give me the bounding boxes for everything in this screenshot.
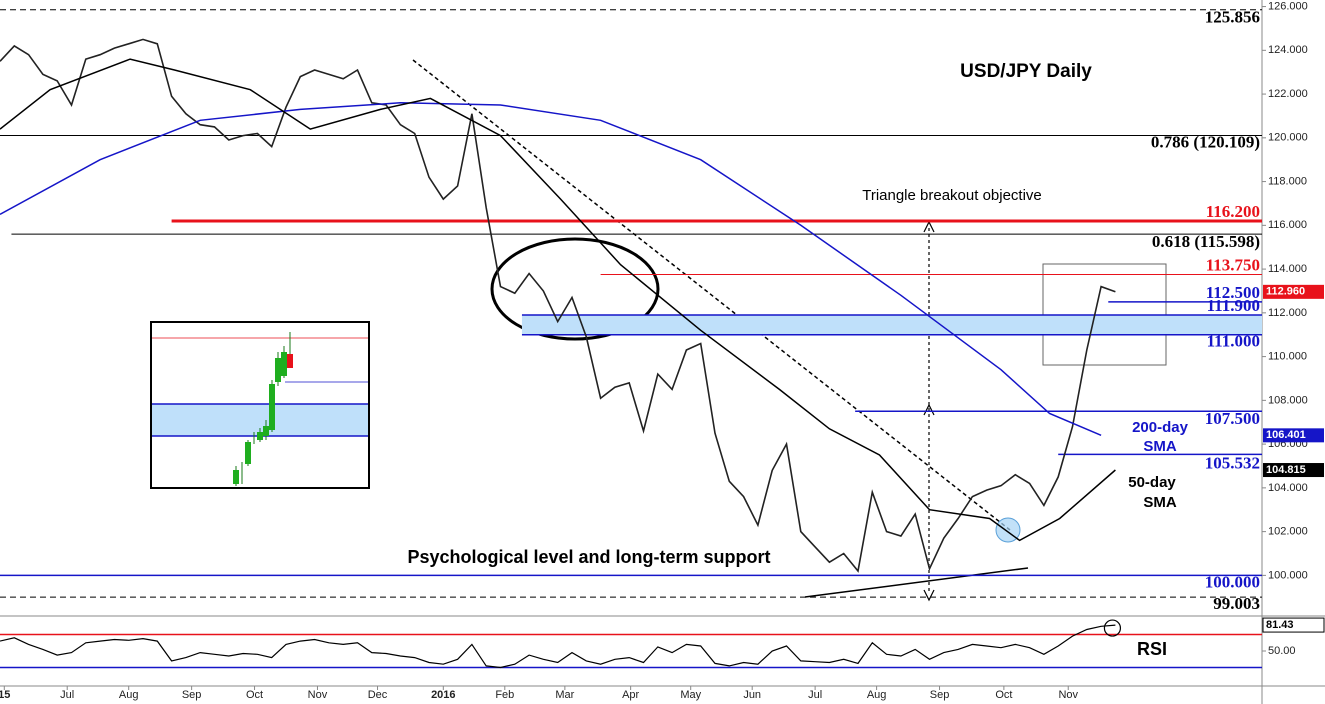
- level-label: 105.532: [1205, 453, 1260, 472]
- rsi-last-label: 81.43: [1266, 619, 1294, 631]
- x-tick-label: Oct: [246, 689, 263, 701]
- last-value-tag: [1263, 428, 1324, 443]
- y-tick-label: 120.000: [1268, 132, 1308, 144]
- x-tick-label: 15: [0, 689, 10, 701]
- inset-candle: [269, 384, 275, 430]
- y-tick-label: 102.000: [1268, 526, 1308, 538]
- inset-candle: [233, 470, 239, 484]
- price-line: [0, 58, 1116, 542]
- annotation: SMA: [1143, 438, 1177, 455]
- x-tick-label: Sep: [930, 689, 950, 701]
- chart-title: USD/JPY Daily: [960, 61, 1092, 82]
- last-value-tag: [1263, 463, 1324, 478]
- y-tick-label: 116.000: [1268, 219, 1307, 231]
- level-label: 116.200: [1206, 202, 1260, 221]
- annotation: Triangle breakout objective: [862, 187, 1042, 204]
- rsi-highlight: [1103, 619, 1122, 637]
- rsi-title: RSI: [1137, 639, 1167, 659]
- x-tick-label: 2016: [431, 689, 455, 701]
- last-value-label: 112.960: [1266, 286, 1305, 298]
- rsi-tick-label: 50.00: [1268, 645, 1296, 657]
- annotation: 200-day: [1132, 419, 1189, 436]
- y-tick-label: 114.000: [1268, 263, 1307, 275]
- highlight-ellipse: [490, 237, 660, 341]
- x-tick-label: Jun: [743, 689, 761, 701]
- support-zone: [521, 315, 1262, 335]
- inset-candle: [263, 426, 269, 436]
- annotation: SMA: [1143, 494, 1177, 511]
- level-label: 113.750: [1206, 255, 1260, 274]
- x-tick-label: Aug: [119, 689, 139, 701]
- level-label: 111.900: [1207, 296, 1260, 315]
- inset: [150, 321, 370, 489]
- level-label: 0.786 (120.109): [1151, 132, 1260, 151]
- x-tick-label: Aug: [867, 689, 887, 701]
- y-tick-label: 112.000: [1268, 307, 1307, 319]
- x-tick-label: Sep: [182, 689, 202, 701]
- y-tick-label: 126.000: [1268, 0, 1308, 12]
- level-label: 100.000: [1205, 572, 1260, 591]
- last-value-tag: [1263, 284, 1324, 299]
- y-tick-label: 110.000: [1268, 351, 1307, 363]
- rsi-line: [0, 624, 1116, 669]
- x-tick-label: Nov: [1058, 689, 1078, 701]
- inset-candle: [257, 432, 263, 440]
- y-tick-label: 124.000: [1268, 44, 1308, 56]
- y-tick-label: 100.000: [1268, 569, 1308, 581]
- level-label: 0.618 (115.598): [1152, 232, 1260, 251]
- x-tick-label: Jul: [808, 689, 822, 701]
- x-tick-label: Mar: [555, 689, 574, 701]
- rsi-last-tag: [1262, 617, 1325, 633]
- level-label: 125.856: [1205, 8, 1260, 27]
- x-tick-label: May: [680, 689, 701, 701]
- x-tick-label: Feb: [495, 689, 514, 701]
- x-tick-label: Dec: [368, 689, 388, 701]
- inset-candle: [287, 354, 293, 368]
- last-value-label: 106.401: [1266, 429, 1306, 441]
- triangle-support: [804, 567, 1029, 598]
- level-label: 107.500: [1205, 409, 1260, 428]
- x-tick-label: Oct: [995, 689, 1012, 701]
- x-tick-label: Nov: [308, 689, 328, 701]
- price-line: [0, 38, 1116, 573]
- x-tick-label: Jul: [60, 689, 74, 701]
- x-tick-label: Apr: [622, 689, 639, 701]
- y-tick-label: 108.000: [1268, 394, 1308, 406]
- level-label: 111.000: [1207, 332, 1260, 351]
- last-value-label: 104.815: [1266, 464, 1306, 476]
- annotation: Psychological level and long-term suppor…: [407, 547, 770, 567]
- price-line: [0, 102, 1102, 436]
- triangle-resistance: [412, 59, 1011, 531]
- y-tick-label: 118.000: [1268, 175, 1307, 187]
- inset-candle: [275, 358, 281, 382]
- inset-candle: [245, 442, 251, 464]
- y-tick-label: 104.000: [1268, 482, 1308, 494]
- level-label: 99.003: [1213, 594, 1260, 613]
- y-tick-label: 122.000: [1268, 88, 1308, 100]
- inset-candle: [281, 352, 287, 376]
- annotation: 50-day: [1128, 474, 1176, 491]
- level-label: 112.500: [1206, 283, 1260, 302]
